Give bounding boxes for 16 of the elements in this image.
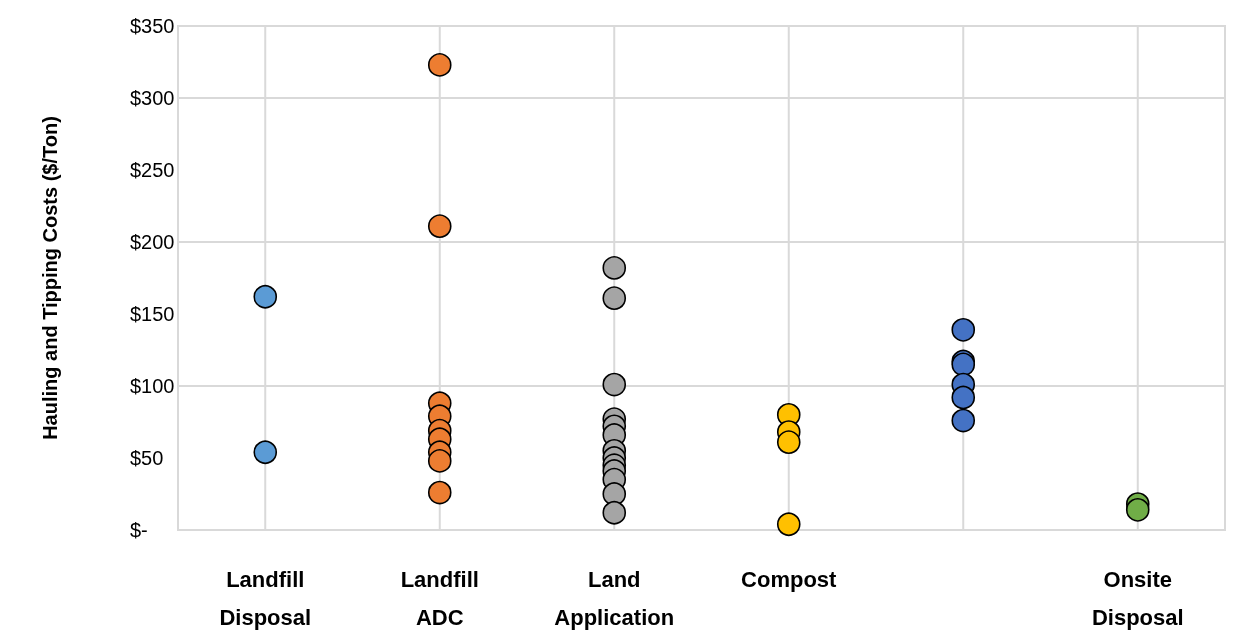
y-tick-label: $150	[130, 303, 175, 325]
y-tick-label: $350	[130, 15, 175, 37]
x-tick-label: Land Application	[554, 566, 675, 630]
x-tick-label: Landfill Disposal	[219, 566, 312, 630]
point	[602, 482, 627, 506]
y-tick-label: $250	[130, 159, 175, 181]
x-tick-label: Landfill ADC	[400, 566, 479, 630]
x-tick-label: Compost	[741, 566, 838, 592]
point	[602, 500, 627, 525]
y-tick-label: $50	[130, 447, 164, 469]
y-axis-title: Hauling and Tipping Costs ($/Ton)	[39, 116, 61, 440]
y-tick-label: $200	[130, 231, 175, 253]
y-tick-label: $300	[130, 87, 175, 109]
y-tick-label: $100	[130, 375, 175, 397]
x-tick-label: Onsite Disposal	[1091, 566, 1184, 630]
y-tick-label: $-	[130, 519, 148, 541]
